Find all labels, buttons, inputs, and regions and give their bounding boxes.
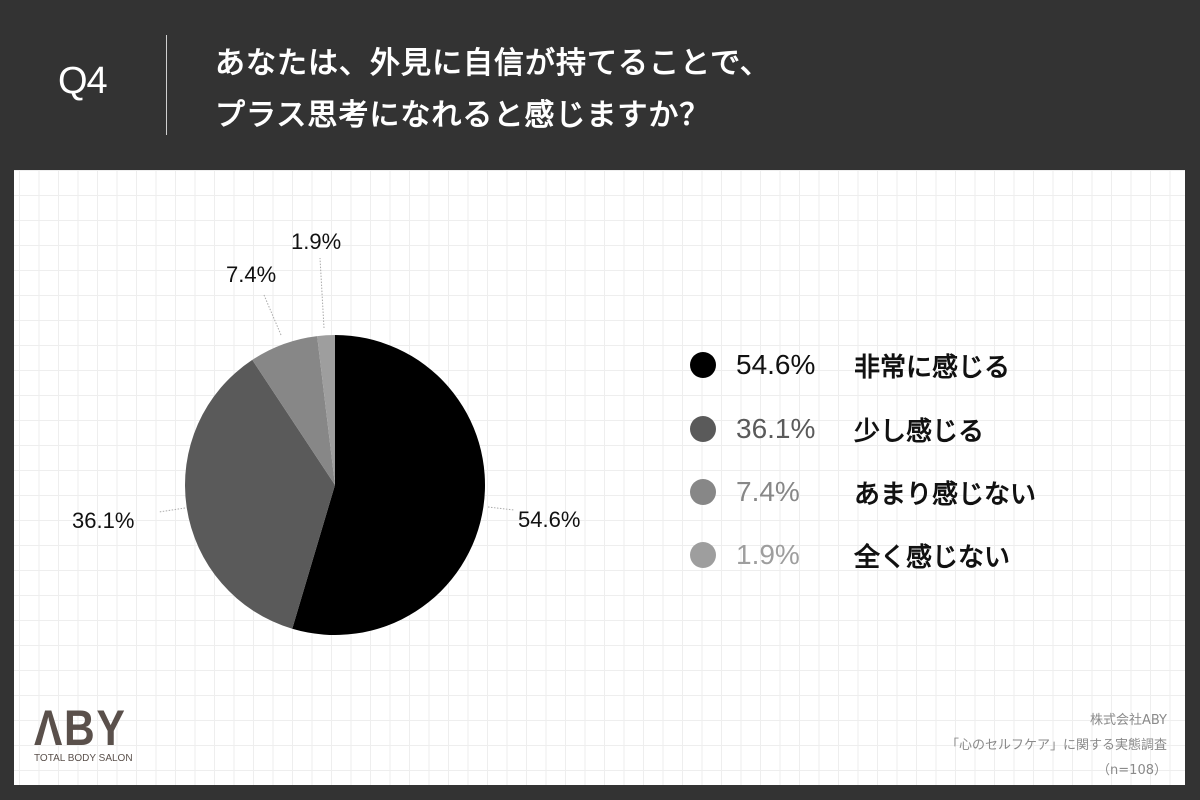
leader-line — [487, 506, 515, 511]
pie-slice — [185, 359, 335, 629]
chart-panel: 54.6% 36.1% 7.4% 1.9% 54.6% 非常に感じる 36.1%… — [14, 170, 1185, 785]
legend-item-not-at-all: 1.9% 全く感じない — [690, 535, 1010, 575]
pie-label-somewhat: 36.1% — [72, 508, 135, 533]
leader-line — [263, 294, 282, 336]
question-number: Q4 — [58, 60, 108, 102]
brand-logo: ΛBY TOTAL BODY SALON — [34, 700, 143, 764]
pie-label-not-much: 7.4% — [226, 262, 277, 287]
source-survey: 「心のセルフケア」に関する実態調査 — [945, 738, 1167, 753]
legend-pct: 7.4% — [736, 476, 800, 507]
legend-label: 全く感じない — [854, 542, 1011, 573]
pie-slice — [317, 335, 335, 485]
legend-dot-icon — [690, 542, 716, 568]
legend-item-very: 54.6% 非常に感じる — [690, 345, 1010, 385]
logo-mark: ΛBY — [34, 700, 127, 756]
legend-label: 少し感じる — [854, 416, 985, 447]
pie-label-very: 54.6% — [518, 507, 581, 532]
legend-pct: 1.9% — [736, 539, 800, 570]
legend-dot-icon — [690, 352, 716, 378]
source-company: 株式会社ABY — [1089, 713, 1167, 728]
pie-label-not-at-all: 1.9% — [291, 229, 342, 254]
source-sample-size: （n=108） — [1097, 763, 1167, 778]
question-title: あなたは、外見に自信が持てることで、 プラス思考になれると感じますか？ — [215, 38, 771, 142]
legend-label: あまり感じない — [854, 479, 1037, 510]
header-divider — [166, 35, 167, 135]
logo-subtitle: TOTAL BODY SALON — [34, 753, 133, 764]
legend-item-not-much: 7.4% あまり感じない — [690, 472, 1036, 512]
question-title-line2: プラス思考になれると感じますか？ — [215, 98, 711, 133]
legend-dot-icon — [690, 479, 716, 505]
leader-line — [319, 257, 325, 329]
pie-slice — [292, 335, 485, 635]
pie-chart — [158, 257, 515, 635]
legend-label: 非常に感じる — [854, 352, 1011, 383]
leader-line — [158, 507, 186, 513]
question-title-line1: あなたは、外見に自信が持てることで、 — [215, 46, 771, 81]
legend-dot-icon — [690, 416, 716, 442]
pie-slice — [252, 336, 335, 485]
header: Q4 あなたは、外見に自信が持てることで、 プラス思考になれると感じますか？ — [0, 0, 1200, 170]
source-note: 株式会社ABY 「心のセルフケア」に関する実態調査 （n=108） — [946, 708, 1167, 783]
legend-pct: 54.6% — [736, 349, 816, 380]
legend-item-somewhat: 36.1% 少し感じる — [690, 409, 984, 449]
legend-pct: 36.1% — [736, 413, 816, 444]
